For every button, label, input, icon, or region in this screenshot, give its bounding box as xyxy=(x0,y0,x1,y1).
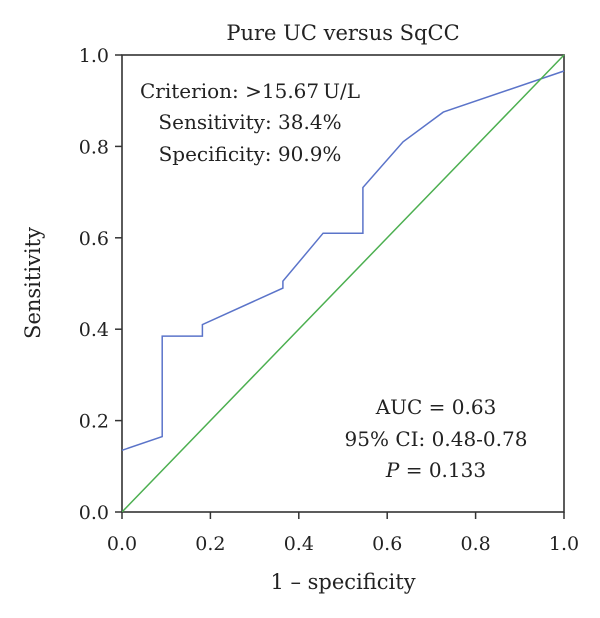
plot-frame xyxy=(121,54,565,513)
specificity-annotation: Specificity: 90.9% xyxy=(159,142,342,166)
y-tick-label: 0.6 xyxy=(79,228,109,250)
chart-title: Pure UC versus SqCC xyxy=(226,21,459,45)
y-tick-label: 0.4 xyxy=(79,319,109,341)
x-tick-label: 0.8 xyxy=(460,533,490,555)
x-tick-label: 0.6 xyxy=(372,533,402,555)
y-tick-label: 0.2 xyxy=(79,411,109,433)
p-value-annotation: P = 0.133 xyxy=(385,458,486,482)
x-axis-label: 1 – specificity xyxy=(270,570,415,594)
reference-diagonal-line xyxy=(121,54,565,513)
auc-annotation: AUC = 0.63 xyxy=(375,395,497,419)
plot-area xyxy=(121,54,565,513)
x-tick-label: 0.0 xyxy=(107,533,137,555)
y-axis-ticks: 0.0 0.2 0.4 0.6 0.8 1.0 xyxy=(79,45,122,524)
x-tick-label: 0.4 xyxy=(284,533,314,555)
y-tick-label: 0.8 xyxy=(79,136,109,158)
x-tick-label: 0.2 xyxy=(195,533,225,555)
p-symbol: P xyxy=(385,458,400,482)
x-tick-label: 1.0 xyxy=(549,533,579,555)
annotation-group: Criterion: >15.67 U/L Sensitivity: 38.4%… xyxy=(140,79,527,482)
y-tick-label: 1.0 xyxy=(79,45,109,67)
ci-annotation: 95% CI: 0.48-0.78 xyxy=(345,427,528,451)
roc-curve-line xyxy=(121,70,565,452)
x-axis-ticks: 0.0 0.2 0.4 0.6 0.8 1.0 xyxy=(107,512,579,555)
p-value: = 0.133 xyxy=(399,458,486,482)
sensitivity-annotation: Sensitivity: 38.4% xyxy=(158,110,341,134)
criterion-annotation: Criterion: >15.67 U/L xyxy=(140,79,360,103)
y-axis-label: Sensitivity xyxy=(21,227,45,339)
y-tick-label: 0.0 xyxy=(79,502,109,524)
